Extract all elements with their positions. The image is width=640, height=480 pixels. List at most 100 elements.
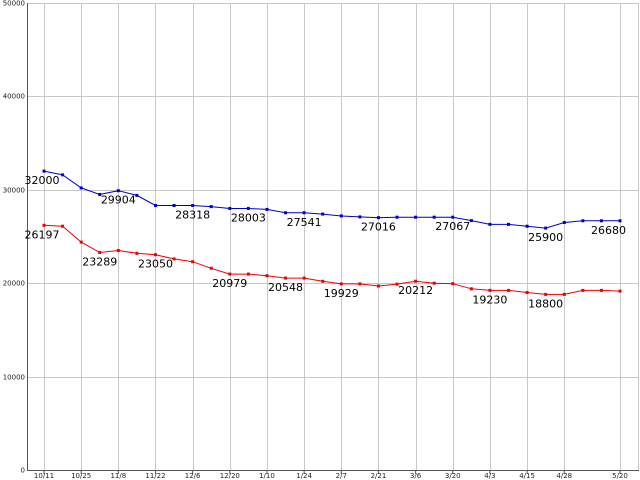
data-label: 18800 — [528, 297, 563, 310]
data-point — [98, 250, 102, 254]
data-label: 26197 — [25, 228, 60, 241]
axes: 0 10000 20000 30000 40000 50000 10/11 10/25 11/8… — [3, 0, 639, 480]
data-point — [376, 216, 380, 220]
data-point — [191, 204, 195, 208]
y-tick-label: 0 — [21, 467, 25, 475]
data-point — [228, 272, 232, 276]
x-tick-label: 5/20 — [612, 472, 628, 480]
data-label: 19230 — [472, 293, 507, 306]
data-label: 19929 — [324, 287, 359, 300]
data-point — [376, 284, 380, 288]
y-tick-label: 20000 — [3, 280, 25, 288]
data-point — [618, 219, 622, 223]
series-line-2 — [43, 224, 621, 295]
series-lines — [42, 169, 622, 296]
data-label: 27541 — [287, 216, 322, 229]
x-tick-label: 1/10 — [259, 472, 275, 480]
data-label: 28318 — [175, 209, 210, 222]
data-point — [581, 288, 585, 292]
data-point — [395, 215, 399, 219]
data-point — [172, 257, 176, 261]
data-point — [42, 169, 46, 173]
data-point — [599, 288, 603, 292]
data-point — [246, 206, 250, 210]
data-point — [414, 279, 418, 283]
y-tick-label: 50000 — [3, 0, 25, 8]
data-point — [618, 289, 622, 293]
data-point — [153, 253, 157, 257]
data-labels: 32000 29904 28318 28003 27541 27016 27067 25900… — [25, 174, 627, 310]
x-tick-label: 12/20 — [220, 472, 240, 480]
data-point — [507, 222, 511, 226]
data-point — [61, 224, 65, 228]
data-point — [79, 186, 83, 190]
data-point — [525, 291, 529, 295]
data-point — [395, 282, 399, 286]
data-point — [153, 204, 157, 208]
data-point — [562, 292, 566, 296]
x-tick-label: 11/22 — [145, 472, 165, 480]
data-label: 20979 — [212, 277, 247, 290]
x-tick-label: 3/20 — [445, 472, 461, 480]
data-label: 23050 — [138, 258, 173, 271]
data-point — [135, 193, 139, 197]
data-point — [209, 266, 213, 270]
data-point — [246, 272, 250, 276]
x-tick-label: 2/7 — [336, 472, 347, 480]
data-point — [432, 215, 436, 219]
data-point — [581, 219, 585, 223]
x-tick-label: 4/3 — [484, 472, 495, 480]
data-point — [116, 189, 120, 193]
data-point — [228, 206, 232, 210]
data-point — [469, 287, 473, 291]
data-point — [135, 251, 139, 255]
data-point — [284, 211, 288, 215]
data-point — [284, 276, 288, 280]
data-point — [116, 249, 120, 253]
x-tick-label: 3/6 — [410, 472, 422, 480]
x-tick-label: 10/25 — [71, 472, 91, 480]
x-tick-label: 1/24 — [296, 472, 312, 480]
data-point — [599, 219, 603, 223]
data-label: 26680 — [591, 224, 626, 237]
data-point — [302, 276, 306, 280]
data-label: 27016 — [361, 221, 396, 234]
data-point — [98, 192, 102, 196]
data-point — [358, 215, 362, 219]
data-label: 27067 — [435, 220, 470, 233]
data-point — [451, 282, 455, 286]
data-label: 29904 — [101, 194, 136, 207]
data-label: 23289 — [82, 255, 117, 268]
data-point — [302, 211, 306, 215]
data-point — [265, 274, 269, 278]
data-point — [469, 219, 473, 223]
data-point — [61, 173, 65, 177]
data-label: 20548 — [268, 281, 303, 294]
data-point — [321, 279, 325, 283]
x-tick-label: 10/11 — [34, 472, 54, 480]
data-point — [414, 215, 418, 219]
series-line-1 — [43, 170, 620, 229]
data-point — [525, 224, 529, 228]
data-point — [451, 215, 455, 219]
y-tick-label: 30000 — [3, 187, 25, 195]
data-label: 32000 — [25, 174, 60, 187]
data-point — [358, 282, 362, 286]
x-tick-label: 2/21 — [371, 472, 387, 480]
data-point — [544, 226, 548, 230]
data-point — [191, 260, 195, 264]
y-tick-label: 40000 — [3, 93, 25, 101]
data-point — [172, 204, 176, 208]
data-point — [42, 223, 46, 227]
data-point — [488, 222, 492, 226]
data-label: 25900 — [528, 231, 563, 244]
x-tick-label: 12/6 — [185, 472, 201, 480]
x-tick-label: 4/28 — [556, 472, 572, 480]
data-point — [339, 214, 343, 218]
x-tick-label: 4/15 — [519, 472, 535, 480]
data-point — [209, 205, 213, 209]
data-point — [265, 207, 269, 211]
data-point — [79, 240, 83, 244]
y-tick-label: 10000 — [3, 374, 25, 382]
